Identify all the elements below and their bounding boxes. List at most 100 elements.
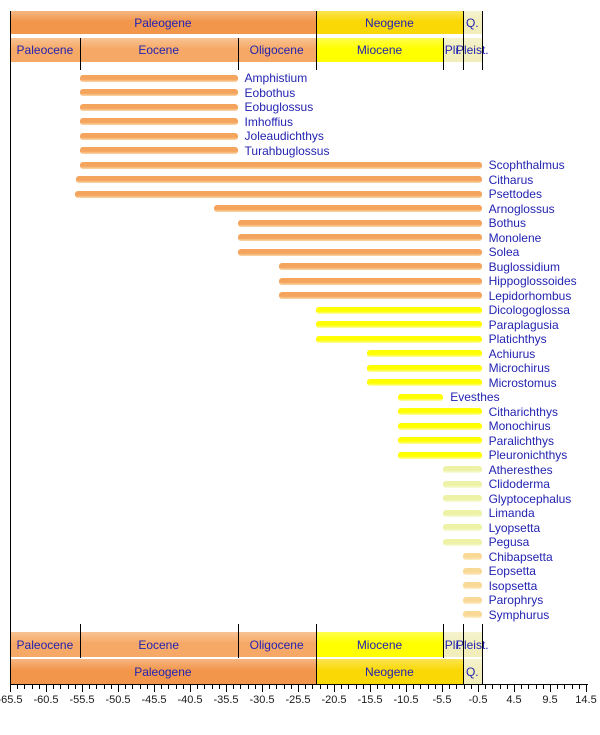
- bottom-period-cell-paleogene: Paleogene: [10, 659, 316, 684]
- epoch-boundary-line: [315, 624, 317, 684]
- x-axis-major-tick: [82, 685, 83, 692]
- taxon-label: Chibapsetta: [488, 549, 553, 564]
- x-axis-minor-tick: [290, 685, 292, 689]
- taxon-label: Bothus: [488, 216, 526, 230]
- x-axis-minor-tick: [146, 685, 148, 689]
- x-axis-tick-label: -0.5: [468, 694, 488, 706]
- x-axis-minor-tick: [578, 685, 580, 689]
- taxon-label: Monochirus: [488, 419, 551, 433]
- x-axis-minor-tick: [528, 685, 530, 689]
- x-axis-minor-tick: [341, 685, 343, 689]
- x-axis-minor-tick: [175, 685, 177, 689]
- taxon-label: Atheresthes: [488, 462, 553, 477]
- taxon-label: Imhoffius: [244, 114, 293, 129]
- x-axis-tick-label: -10.5: [393, 694, 419, 706]
- taxon-bar: [398, 451, 482, 459]
- x-axis-minor-tick: [132, 685, 134, 689]
- bottom-epoch-cell-pli: Pli.: [443, 632, 464, 657]
- x-axis-tick-label: -5.5: [432, 694, 452, 706]
- x-axis-minor-tick: [420, 685, 422, 689]
- chart-left-edge-line: [10, 11, 11, 684]
- epoch-boundary-line: [79, 624, 81, 658]
- taxon-label: Pleuronichthys: [488, 448, 568, 462]
- taxon-label: Buglossidium: [488, 259, 560, 274]
- top-epoch-cell-eocene: Eocene: [79, 38, 238, 62]
- taxon-bar: [443, 524, 482, 531]
- taxon-label: Eobuglossus: [244, 100, 314, 114]
- bottom-period-cell-q: Q.: [463, 659, 482, 684]
- epoch-boundary-line: [237, 624, 239, 658]
- x-axis-minor-tick: [535, 685, 537, 689]
- taxon-label: Clidoderma: [488, 477, 550, 491]
- taxon-bar: [463, 567, 482, 575]
- x-axis-minor-tick: [24, 685, 26, 689]
- epoch-boundary-line: [463, 624, 465, 684]
- x-axis-minor-tick: [377, 685, 379, 689]
- taxon-label: Microchirus: [488, 361, 550, 375]
- taxon-bar: [443, 466, 482, 473]
- taxon-label: Psettodes: [488, 187, 542, 201]
- taxon-label: Limanda: [488, 506, 535, 520]
- bottom-epoch-cell-eocene: Eocene: [79, 632, 238, 657]
- epoch-boundary-line: [315, 11, 317, 70]
- taxon-bar: [279, 292, 482, 299]
- x-axis-minor-tick: [60, 685, 62, 689]
- x-axis-minor-tick: [413, 685, 415, 689]
- x-axis-tick-label: 9.5: [542, 694, 558, 706]
- x-axis-minor-tick: [427, 685, 429, 689]
- x-axis-minor-tick: [391, 685, 393, 689]
- taxon-label: Achiurus: [488, 346, 536, 361]
- epoch-boundary-line: [481, 624, 483, 684]
- x-axis-major-tick: [442, 685, 443, 692]
- taxon-bar: [463, 553, 482, 560]
- x-axis-minor-tick: [96, 685, 98, 689]
- taxon-label: Dicologoglossa: [488, 303, 570, 317]
- taxon-bar: [398, 393, 444, 401]
- taxon-label: Microstomus: [488, 375, 557, 390]
- taxon-label: Lyopsetta: [488, 520, 541, 535]
- x-axis-minor-tick: [557, 685, 559, 689]
- bottom-epoch-cell-oligocene: Oligocene: [237, 632, 316, 657]
- x-axis-tick-label: -55.5: [69, 694, 95, 706]
- x-axis-minor-tick: [319, 685, 321, 689]
- x-axis-tick-label: 4.5: [506, 694, 522, 706]
- taxon-label: Monolene: [488, 230, 542, 245]
- x-axis-major-tick: [298, 685, 299, 692]
- top-epoch-cell-paleocene: Paleocene: [10, 38, 80, 62]
- x-axis-minor-tick: [67, 685, 69, 689]
- x-axis-minor-tick: [506, 685, 508, 689]
- x-axis-minor-tick: [398, 685, 400, 689]
- top-epoch-cell-oligocene: Oligocene: [237, 38, 316, 62]
- x-axis-minor-tick: [182, 685, 184, 689]
- x-axis-minor-tick: [312, 685, 314, 689]
- x-axis-minor-tick: [362, 685, 364, 689]
- taxon-label: Paraplagusia: [488, 317, 559, 332]
- taxon-bar: [366, 379, 482, 386]
- taxon-bar: [398, 408, 482, 415]
- top-period-cell-neogene: Neogene: [315, 11, 464, 34]
- x-axis-tick-label: -15.5: [357, 694, 383, 706]
- x-axis-minor-tick: [276, 685, 278, 689]
- taxon-bar: [398, 422, 482, 430]
- taxon-label: Lepidorhombus: [488, 288, 572, 303]
- taxon-label: Isopsetta: [488, 578, 538, 593]
- x-axis-minor-tick: [269, 685, 271, 689]
- x-axis-minor-tick: [542, 685, 544, 689]
- x-axis-minor-tick: [305, 685, 307, 689]
- x-axis-minor-tick: [384, 685, 386, 689]
- x-axis-minor-tick: [247, 685, 249, 689]
- x-axis-minor-tick: [499, 685, 501, 689]
- taxon-bar: [237, 219, 482, 227]
- bottom-epoch-cell-miocene: Miocene: [315, 632, 444, 657]
- epoch-boundary-line: [443, 624, 445, 658]
- taxon-label: Amphistium: [244, 71, 308, 85]
- x-axis-minor-tick: [110, 685, 112, 689]
- x-axis-minor-tick: [31, 685, 33, 689]
- x-axis-major-tick: [586, 685, 587, 692]
- x-axis-minor-tick: [197, 685, 199, 689]
- x-axis-minor-tick: [139, 685, 141, 689]
- taxon-label: Eobothus: [244, 85, 296, 100]
- x-axis-minor-tick: [211, 685, 213, 689]
- x-axis-major-tick: [406, 685, 407, 692]
- x-axis-minor-tick: [326, 685, 328, 689]
